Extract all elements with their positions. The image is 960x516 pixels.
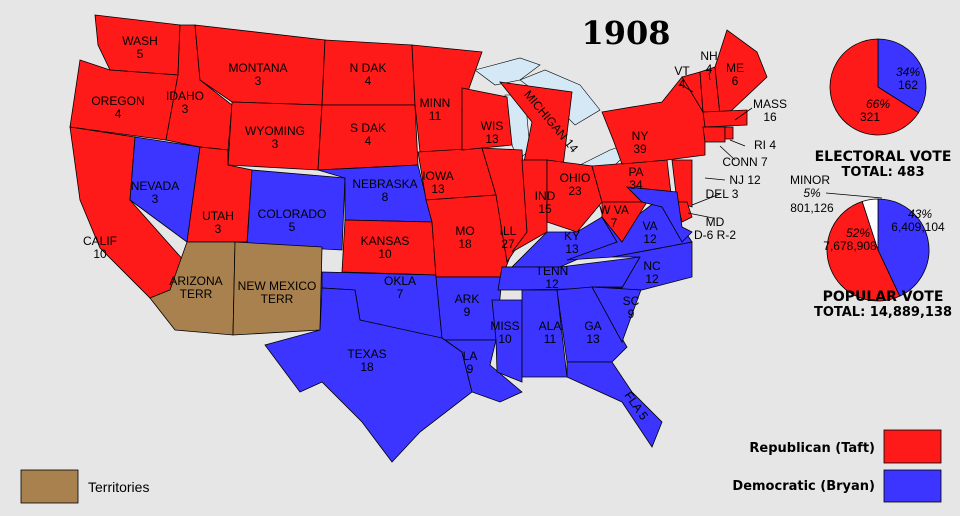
state-nc[interactable]	[591, 241, 693, 291]
pv-label: POPULAR VOTE	[823, 289, 944, 305]
state-co[interactable]	[246, 169, 346, 251]
ev-total: TOTAL: 483	[842, 165, 925, 180]
state-label-ok: OKLA 7	[384, 274, 416, 301]
state-label-nd: N DAK 4	[350, 61, 387, 88]
state-in[interactable]	[511, 159, 548, 253]
state-label-nh: NH 4	[700, 49, 717, 76]
state-label-or: OREGON 4	[91, 94, 144, 121]
legend-republican-label: Republican (Taft)	[749, 441, 875, 456]
leader-nj	[704, 177, 726, 181]
state-label-tx: TEXAS 18	[347, 347, 386, 374]
state-label-sc: SC 9	[623, 294, 640, 321]
leader-ct	[719, 145, 736, 161]
legend-territories-label: Territories	[88, 479, 149, 495]
pv-minor-pct: 5%	[803, 186, 821, 200]
state-label-pa: PA 34	[628, 165, 643, 192]
state-label-ut: UTAH 3	[202, 209, 234, 236]
state-label-ky: KY 13	[564, 229, 580, 256]
state-ms[interactable]	[491, 299, 523, 383]
pv-minor-label: MINOR	[790, 173, 830, 187]
ev-dem-value: 162	[898, 78, 918, 92]
state-label-ne: NEBRASKA 8	[352, 177, 417, 204]
state-label-ia: IOWA 13	[422, 169, 454, 196]
state-label-al: ALA 11	[539, 319, 562, 346]
legend-territories-swatch	[20, 469, 79, 504]
state-label-id: IDAHO 3	[166, 89, 204, 116]
state-la[interactable]	[443, 339, 523, 403]
state-label-tn: TENN 12	[536, 264, 569, 291]
leader-vt	[679, 83, 694, 93]
state-label-mt: MONTANA 3	[228, 61, 287, 88]
state-label-ga: GA 13	[584, 319, 601, 346]
pv-minor-value: 801,126	[790, 201, 834, 215]
popular-vote-pie	[826, 198, 930, 302]
state-label-la: LA 9	[463, 349, 478, 376]
pv-total: TOTAL: 14,889,138	[814, 305, 952, 320]
legend-republican-swatch	[883, 429, 942, 464]
state-fl[interactable]	[566, 361, 663, 448]
state-label-wi: WIS 13	[481, 119, 504, 146]
pv-dem-pct: 43%	[908, 207, 932, 221]
state-ga[interactable]	[556, 286, 628, 363]
state-label-ri: RI 4	[754, 138, 776, 152]
state-label-md: MD D-6 R-2	[694, 215, 736, 242]
pv-slice-democratic	[877, 198, 930, 297]
state-label-mo: MO 18	[455, 224, 474, 251]
state-label-oh: OHIO 23	[560, 171, 591, 198]
state-label-ks: KANSAS 10	[361, 234, 410, 261]
legend-democratic-label: Democratic (Bryan)	[732, 479, 875, 494]
pv-rep-pct: 52%	[846, 226, 870, 240]
pv-slice-republican	[826, 200, 901, 302]
state-label-wv: W VA 7	[599, 203, 629, 230]
leader-nh	[708, 72, 711, 81]
legend-democratic-swatch	[883, 469, 942, 503]
state-label-vt: VT 4	[674, 64, 690, 91]
ev-rep-value: 321	[860, 110, 880, 124]
leader-md	[687, 212, 714, 219]
ev-label: ELECTORAL VOTE	[815, 149, 952, 165]
state-label-sd: S DAK 4	[350, 121, 386, 148]
state-label-ct: CONN 7	[722, 155, 768, 169]
state-oh[interactable]	[546, 159, 603, 233]
state-label-va: VA 12	[642, 219, 657, 246]
state-label-nc: NC 12	[643, 259, 661, 286]
state-md[interactable]	[625, 186, 693, 243]
state-ma[interactable]	[702, 109, 748, 128]
electoral-vote-pie	[829, 38, 927, 136]
state-label-nj: NJ 12	[729, 173, 761, 187]
state-label-ms: MISS 10	[490, 319, 519, 346]
state-label-il: ILL 27	[500, 224, 517, 251]
state-label-wa: WASH 5	[122, 34, 158, 61]
state-label-nm: NEW MEXICO TERR	[238, 279, 317, 306]
state-ct[interactable]	[702, 126, 726, 143]
state-label-ma: MASS 16	[753, 97, 787, 124]
leader-ma	[734, 107, 753, 121]
pv-dem-value: 6,409,104	[891, 220, 945, 234]
map-title: 1908	[581, 14, 670, 52]
state-label-in: IND 15	[535, 189, 556, 216]
state-ny[interactable]	[601, 76, 706, 165]
ev-slice-republican	[829, 38, 920, 136]
state-label-mn: MINN 11	[420, 96, 451, 123]
ev-dem-pct: 34%	[896, 65, 920, 79]
state-sc[interactable]	[591, 286, 643, 343]
state-label-nv: NEVADA 3	[131, 179, 179, 206]
ev-rep-pct: 66%	[866, 97, 890, 111]
leader-ri	[729, 139, 746, 147]
pv-rep-value: 7,678,908	[823, 239, 877, 253]
legend: Republican (Taft) Democratic (Bryan) Ter…	[20, 429, 942, 504]
state-label-ny: NY 39	[632, 129, 649, 156]
state-label-ar: ARK 9	[455, 292, 480, 319]
pv-slice-minor	[861, 198, 879, 251]
state-label-wy: WYOMING 3	[245, 124, 305, 151]
leader-de	[691, 193, 721, 206]
state-label-de: DEL 3	[706, 187, 739, 201]
state-label-ca: CALIF 10	[83, 234, 117, 261]
state-label-co: COLORADO 5	[258, 207, 327, 234]
state-tx[interactable]	[264, 287, 473, 463]
state-label-me: ME 6	[726, 61, 744, 88]
state-ri[interactable]	[724, 126, 734, 140]
state-label-az: ARIZONA TERR	[169, 274, 222, 301]
